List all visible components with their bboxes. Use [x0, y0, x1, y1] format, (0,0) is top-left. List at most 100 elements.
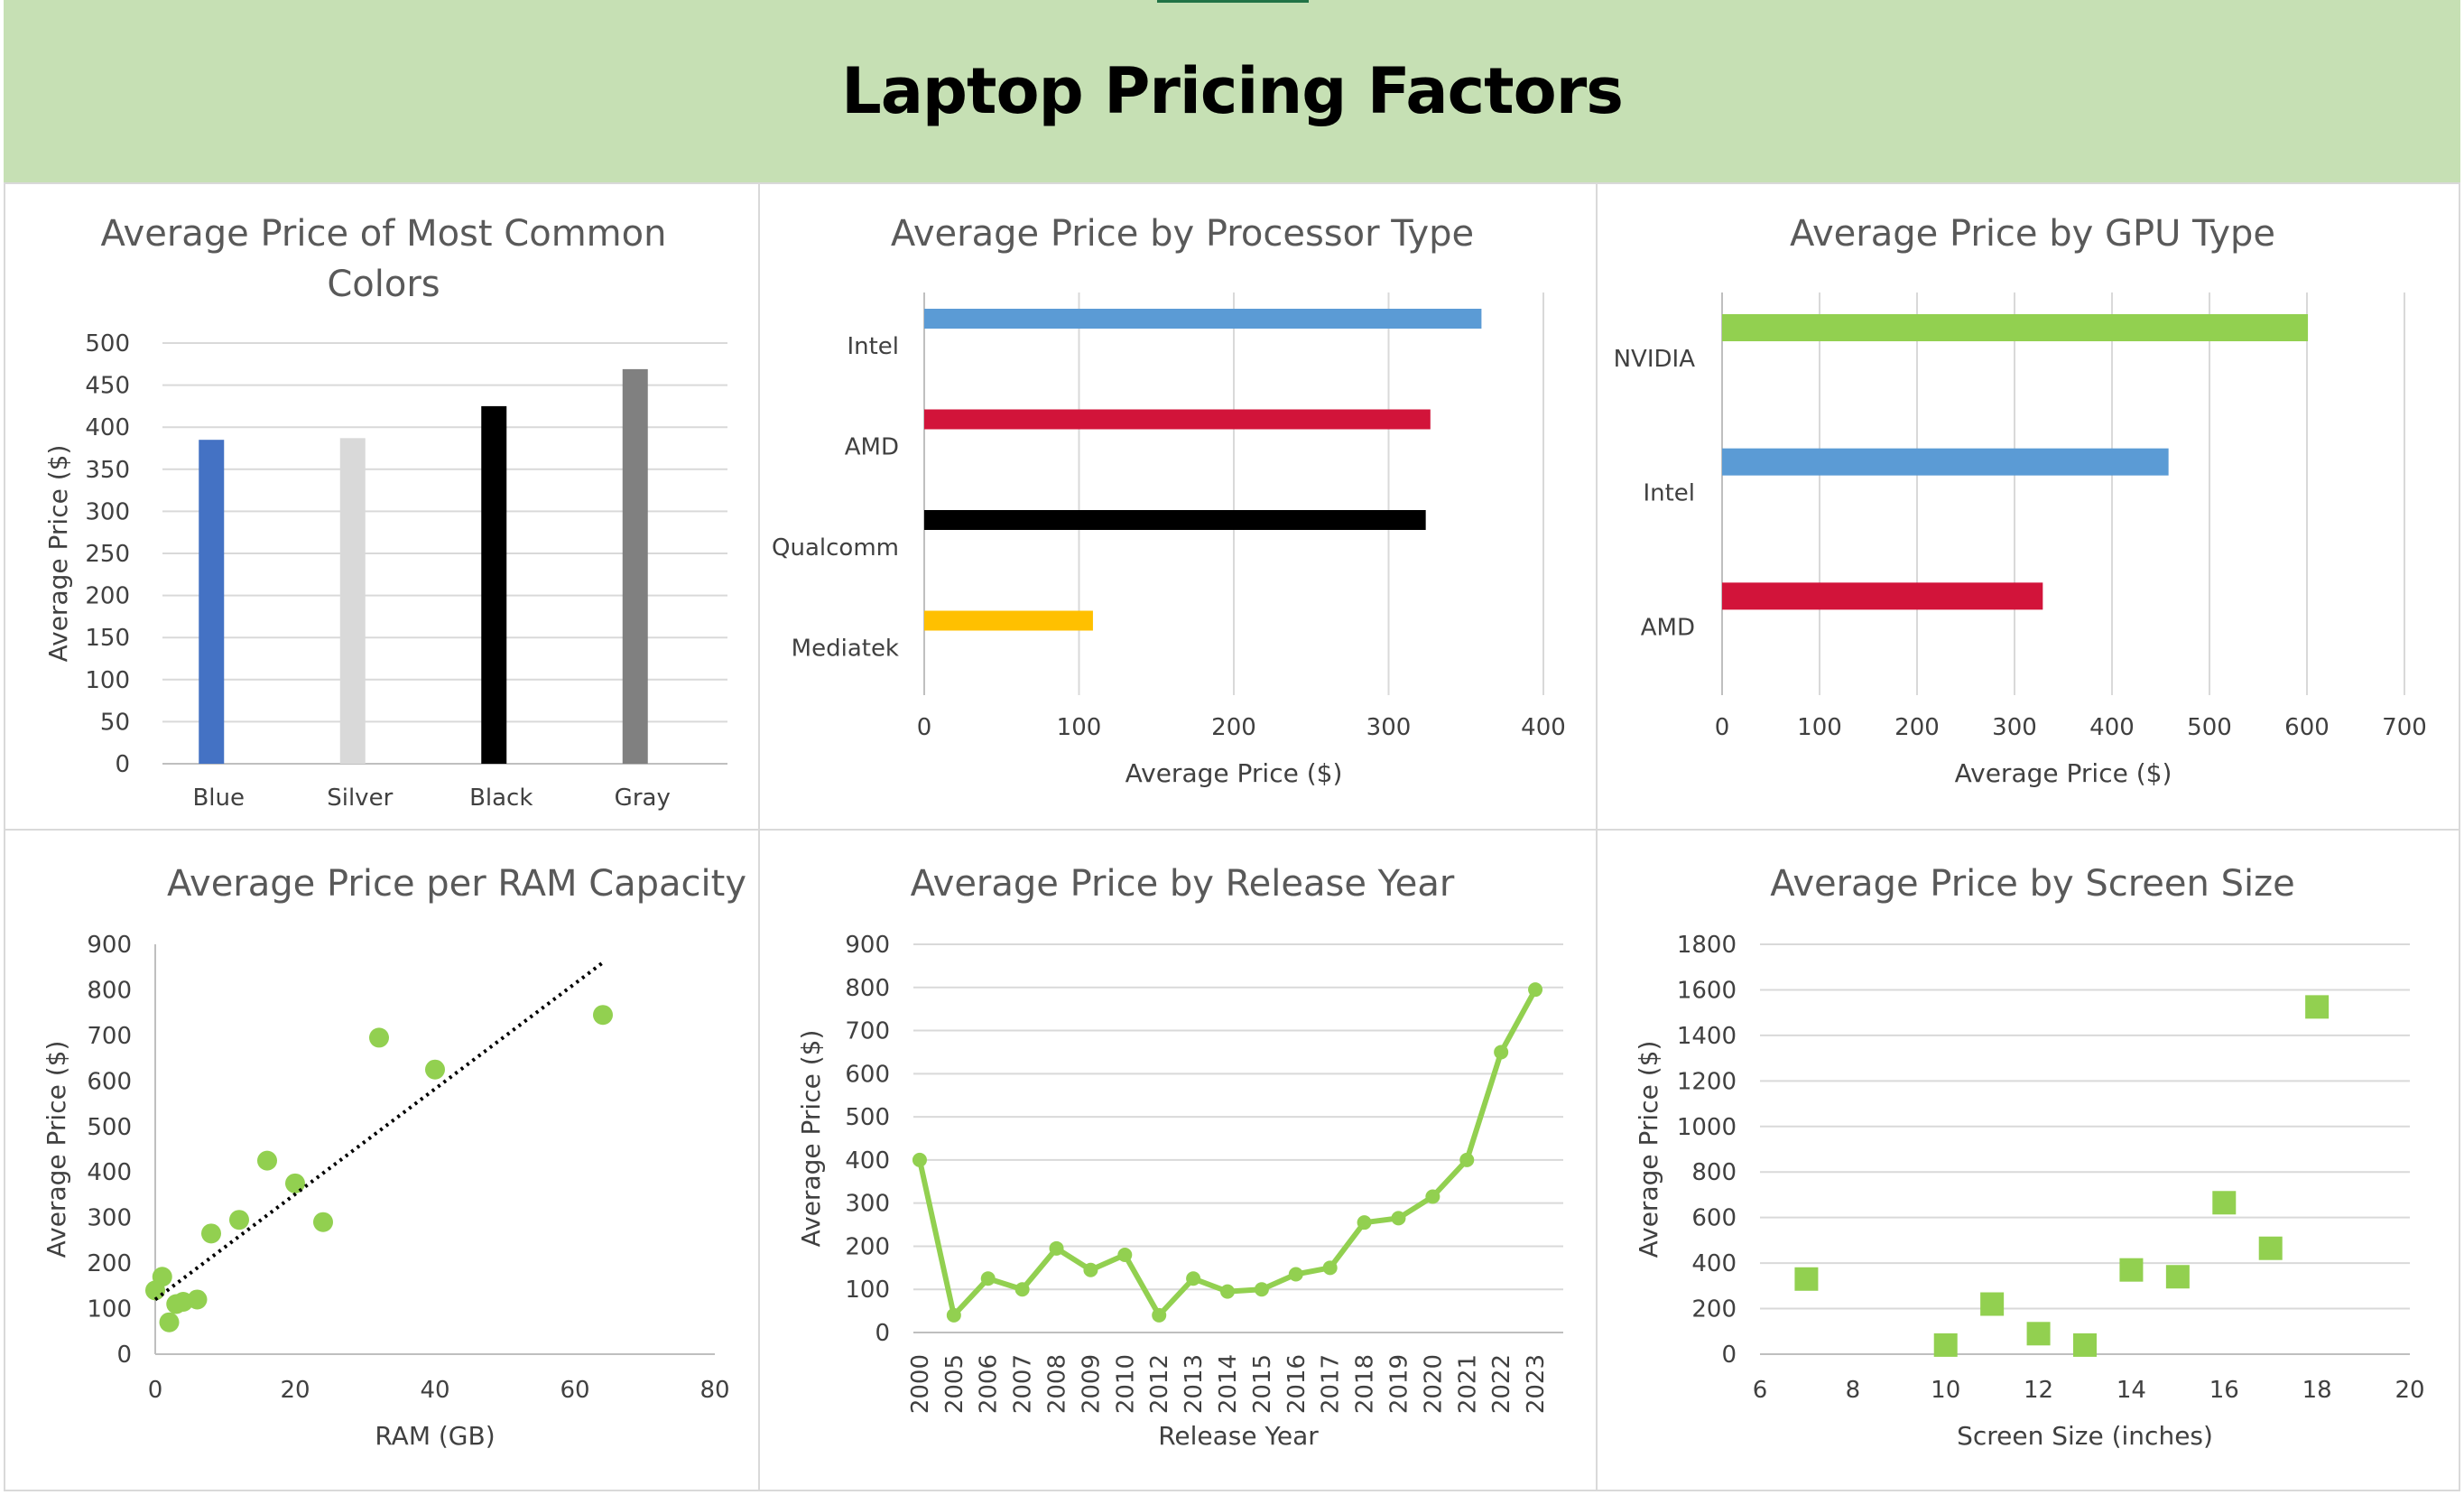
chart-panel-ram[interactable]: Average Price per RAM Capacity 0 100 200 300… [4, 829, 760, 1491]
x-tick-label: 2005 [941, 1354, 968, 1414]
data-point [2165, 1265, 2190, 1289]
x-tick-label: 500 [2187, 714, 2232, 741]
y-tick-label: AMD [845, 434, 899, 461]
data-point [1152, 1307, 1167, 1323]
data-point [1049, 1240, 1064, 1256]
x-tick-label: 2012 [1146, 1354, 1173, 1414]
x-tick-label: 80 [699, 1377, 729, 1404]
dashboard-title: Laptop Pricing Factors [841, 54, 1624, 128]
x-tick-label: Black [469, 785, 533, 812]
bar-blue [199, 440, 225, 764]
y-tick-label: 0 [875, 1320, 890, 1347]
y-tick-label: 500 [85, 330, 130, 358]
y-tick-label: 300 [87, 1205, 132, 1232]
x-tick-label: 20 [2395, 1377, 2424, 1404]
y-tick-label: 100 [87, 1296, 132, 1323]
chart-panel-processor[interactable]: Average Price by Processor Type 0 100 200 30… [758, 182, 1598, 831]
y-tick-label: 0 [115, 751, 130, 778]
colors-bar-chart: Average Price of Most Common Colors 0 50 100… [43, 213, 727, 812]
x-tick-label: 2022 [1488, 1354, 1515, 1414]
y-tick-label: 200 [85, 583, 130, 610]
data-point [159, 1312, 180, 1332]
x-axis-label: RAM (GB) [375, 1421, 495, 1451]
y-tick-label: 600 [1691, 1205, 1737, 1232]
y-tick-label: 400 [87, 1159, 132, 1186]
x-tick-label: 18 [2302, 1377, 2332, 1404]
bar-black [481, 405, 507, 764]
chart-panel-screen[interactable]: Average Price by Screen Size 0 200 400 600 80… [1596, 829, 2460, 1491]
data-point [369, 1027, 389, 1048]
y-axis-label: Average Price ($) [796, 1030, 826, 1248]
y-tick-label: 1200 [1677, 1068, 1737, 1095]
y-tick-label: 900 [845, 932, 890, 959]
y-tick-label: 350 [85, 457, 130, 484]
data-point [1014, 1282, 1030, 1297]
x-tick-label: 2010 [1112, 1354, 1139, 1414]
x-tick-label: 8 [1846, 1377, 1861, 1404]
y-tick-label: Mediatek [792, 636, 899, 663]
data-point [187, 1289, 208, 1310]
bar-silver [339, 438, 366, 764]
chart-title: Average Price by GPU Type [1790, 213, 2275, 255]
y-tick-label: 800 [845, 975, 890, 1002]
y-tick-label: 200 [845, 1233, 890, 1260]
y-tick-label: 600 [87, 1068, 132, 1095]
x-tick-label: 0 [1715, 714, 1730, 741]
data-point [1186, 1271, 1201, 1286]
chart-panel-colors[interactable]: Average Price of Most Common Colors 0 50 100… [4, 182, 760, 831]
data-point [1794, 1267, 1819, 1291]
bar-mediatek [924, 610, 1093, 631]
data-point [201, 1223, 221, 1244]
y-tick-label: 900 [87, 932, 132, 959]
x-tick-label: Gray [615, 785, 671, 812]
x-tick-label: 2000 [907, 1354, 934, 1414]
x-tick-label: 400 [1521, 714, 1566, 741]
y-tick-label: 50 [100, 709, 130, 736]
x-tick-label: 10 [1931, 1377, 1960, 1404]
data-point [1220, 1284, 1235, 1299]
chart-panel-year[interactable]: Average Price by Release Year 0 100 200 300 4… [758, 829, 1598, 1491]
data-point [2026, 1322, 2051, 1346]
y-tick-label: 100 [85, 667, 130, 694]
x-tick-label: 6 [1753, 1377, 1768, 1404]
x-axis-label: Release Year [1158, 1421, 1319, 1451]
data-point [313, 1212, 333, 1232]
y-tick-label: Intel [1643, 480, 1695, 507]
x-tick-label: Silver [327, 785, 393, 812]
x-tick-label: 2007 [1010, 1354, 1037, 1414]
data-point [1980, 1292, 2005, 1316]
y-tick-label: 300 [845, 1191, 890, 1218]
screen-scatter-chart: Average Price by Screen Size 0 200 400 600 80… [1634, 863, 2425, 1451]
bar-intel [924, 309, 1482, 329]
y-tick-label: 1800 [1677, 932, 1737, 959]
x-tick-label: 100 [1797, 714, 1842, 741]
y-axis-label: Average Price ($) [1634, 1041, 1663, 1258]
data-point [593, 1005, 613, 1026]
data-point [425, 1059, 445, 1080]
header-accent-bar [1157, 0, 1309, 3]
y-tick-label: 400 [1691, 1250, 1737, 1277]
data-point [1254, 1282, 1269, 1297]
x-tick-label: 0 [917, 714, 932, 741]
data-point [1425, 1189, 1440, 1204]
data-point [1083, 1262, 1098, 1277]
y-tick-label: 0 [1721, 1342, 1737, 1369]
y-tick-label: 800 [1691, 1159, 1737, 1186]
x-tick-label: 100 [1057, 714, 1102, 741]
data-point [1933, 1332, 1958, 1357]
data-point [1288, 1267, 1303, 1282]
x-tick-label: 16 [2209, 1377, 2239, 1404]
x-axis-label: Screen Size (inches) [1957, 1421, 2213, 1451]
bar-intel [1722, 448, 2169, 476]
chart-panel-gpu[interactable]: Average Price by GPU Type 0 100 200 300 400 50… [1596, 182, 2460, 831]
chart-title: Average Price per RAM Capacity [167, 863, 746, 905]
data-point [2073, 1332, 2097, 1357]
y-tick-label: Intel [847, 333, 899, 360]
x-tick-label: 400 [2089, 714, 2135, 741]
chart-title: Average Price by Release Year [911, 863, 1455, 905]
y-tick-label: NVIDIA [1614, 346, 1696, 373]
data-point [257, 1150, 277, 1171]
x-tick-label: 2016 [1283, 1354, 1311, 1414]
x-tick-label: 2009 [1078, 1354, 1105, 1414]
data-point [2305, 995, 2330, 1019]
